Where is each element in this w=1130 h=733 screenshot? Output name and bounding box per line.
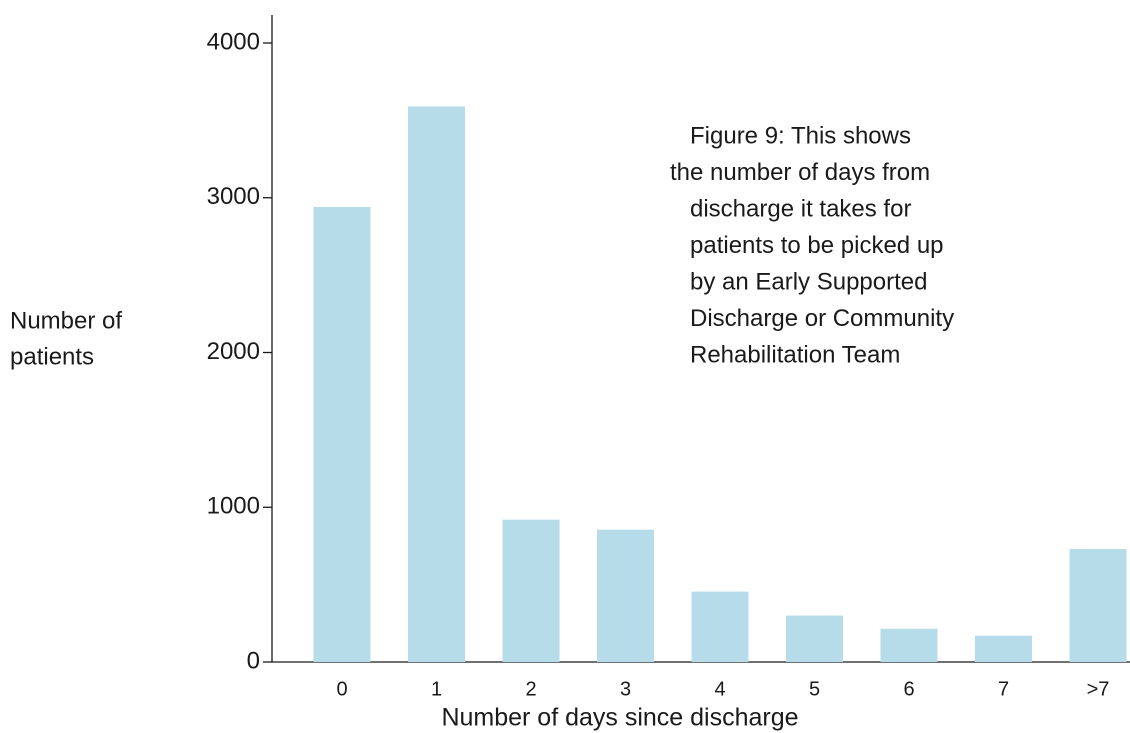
annotation: discharge it takes for	[690, 195, 911, 222]
bar	[597, 529, 654, 662]
annotation: Rehabilitation Team	[690, 341, 900, 368]
bar	[786, 615, 843, 662]
bar	[313, 207, 371, 662]
x-tick-label: 2	[525, 678, 536, 700]
y-tick-label: 2000	[207, 338, 260, 365]
y-axis-label: Number of	[10, 307, 122, 334]
x-tick-label: 7	[998, 678, 1009, 700]
x-tick-label: 5	[809, 678, 820, 700]
annotation: by an Early Supported	[690, 268, 927, 295]
annotation: Discharge or Community	[690, 305, 954, 332]
bar	[502, 519, 560, 662]
x-tick-label: 0	[336, 678, 347, 700]
annotation: the number of days from	[670, 159, 930, 186]
x-tick-label: 4	[714, 678, 725, 700]
x-tick-label: 1	[431, 678, 442, 700]
x-tick-label: 6	[903, 678, 914, 700]
x-tick-label: >7	[1087, 678, 1110, 700]
bar	[1069, 549, 1127, 662]
bar	[880, 628, 938, 662]
x-axis-label: Number of days since discharge	[441, 704, 798, 732]
annotation: patients to be picked up	[690, 232, 944, 259]
y-axis-label: patients	[10, 343, 94, 370]
x-tick-label: 3	[620, 678, 631, 700]
y-tick-label: 1000	[207, 493, 260, 520]
bar	[408, 106, 465, 662]
bar	[691, 591, 749, 662]
y-tick-label: 4000	[207, 28, 260, 55]
bar	[975, 635, 1032, 662]
y-tick-label: 3000	[207, 183, 260, 210]
y-tick-label: 0	[247, 647, 260, 674]
annotation: Figure 9: This shows	[690, 122, 911, 149]
